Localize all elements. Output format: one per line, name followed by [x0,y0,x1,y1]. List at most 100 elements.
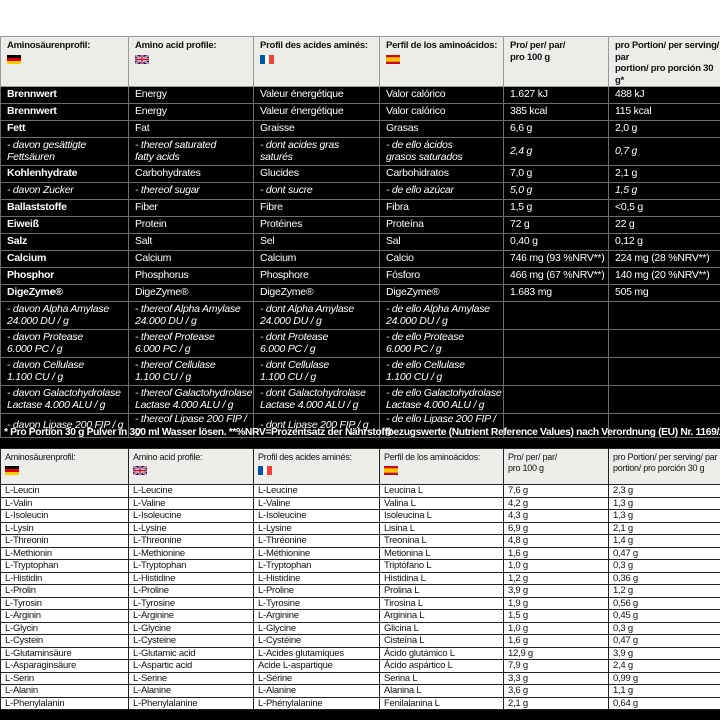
cell: Phosphore [253,267,380,285]
table-row: L-Valin L-Valine L-Valine Valina L 4,2 g 1,3 … [0,496,720,510]
row-label: L-Glycin [0,621,129,635]
cell: L-Phenylalanine [128,696,254,710]
cell: 3,9 g [503,584,609,598]
cell: 1,3 g [608,496,720,510]
cell: 1,9 g [503,596,609,610]
header-cell: pro Portion/ per serving/ par portion/ p… [608,448,720,485]
cell [608,301,720,330]
header-text: pro Portion/ per serving/ par portion/ p… [613,452,718,473]
header-text: Perfil de los aminoácidos: [386,40,498,51]
table-row: - davon Zucker - thereof sugar - dont sucr… [0,182,720,200]
cell: L-Leucine [253,484,380,498]
cell: Salt [128,233,254,251]
header-text: Amino acid profile: [133,452,203,462]
cell: 1,3 g [608,509,720,523]
cell: - thereof sugar [128,182,254,200]
header-text: Aminosäurenprofil: [5,452,76,462]
cell: 0,40 g [503,233,609,251]
cell: 2,3 g [608,484,720,498]
cell: Serina L [379,671,504,685]
row-label: L-Isoleucin [0,509,129,523]
cell: Valor calórico [379,86,504,104]
header-cell: pro Portion/ per serving/ par portion/ p… [608,36,720,87]
cell: 0,47 g [608,546,720,560]
table-row: L-Leucin L-Leucine L-Leucine Leucina L 7,6 g… [0,484,720,498]
cell: Protéines [253,216,380,234]
header-text: Aminosäurenprofil: [7,40,91,51]
cell: - de ello Cellulase 1.100 CU / g [379,357,504,386]
row-label: L-Alanin [0,684,129,698]
cell: Ácido glutámico L [379,646,504,660]
cell: Acide L-aspartique [253,659,380,673]
cell: - thereof saturated fatty acids [128,137,254,166]
cell: L-Histidine [128,571,254,585]
cell: L-Isoleucine [253,509,380,523]
cell: 746 mg (93 %NRV**) [503,250,609,268]
row-label: Fett [0,120,129,138]
cell [608,357,720,386]
cell: 0,47 g [608,634,720,648]
cell: 7,9 g [503,659,609,673]
cell: Fenilalanina L [379,696,504,710]
cell: L-Proline [253,584,380,598]
table-row: L-Isoleucin L-Isoleucine L-Isoleucine Isole… [0,509,720,523]
row-label: L-Threonin [0,534,129,548]
header-cell: Profil des acides aminés: [253,36,380,87]
cell [503,413,609,438]
cell: L-Tyrosine [128,596,254,610]
cell: L-Glutamic acid [128,646,254,660]
cell: L-Lysine [253,521,380,535]
table-row: - davon Cellulase 1.100 CU / g- thereof … [0,357,720,386]
cell: 0,3 g [608,621,720,635]
cell: 115 kcal [608,103,720,121]
cell: 1,2 g [608,584,720,598]
cell: - de ello azúcar [379,182,504,200]
flag-es [384,466,398,475]
cell: L-Proline [128,584,254,598]
flag-uk [133,466,147,475]
cell: Arginina L [379,609,504,623]
cell: Grasas [379,120,504,138]
header-text: Profil des acides aminés: [260,40,368,51]
cell: 1,1 g [608,684,720,698]
cell: 1,4 g [608,534,720,548]
table-row: Phosphor Phosphorus Phosphore Fósforo 466 mg… [0,267,720,285]
table-row: - davon Alpha Amylase 24.000 DU / g- the… [0,301,720,330]
cell [503,385,609,414]
cell: Sal [379,233,504,251]
header-row: Aminosäurenprofil: Amino acid profile: Pro… [0,36,720,87]
cell: Calcium [128,250,254,268]
cell: 385 kcal [503,103,609,121]
cell: 0,3 g [608,559,720,573]
row-label: L-Leucin [0,484,129,498]
table-row: L-Tryptophan L-Tryptophan L-Tryptophan Trip… [0,559,720,573]
cell: L-Lysine [128,521,254,535]
cell: 4,3 g [503,509,609,523]
row-label: Kohlenhydrate [0,165,129,183]
cell: L-Threonine [128,534,254,548]
row-label: - davon Zucker [0,182,129,200]
cell: - dont Alpha Amylase 24.000 DU / g [253,301,380,330]
cell: 1.683 mg [503,284,609,302]
cell: L-Arginine [128,609,254,623]
row-label: - davon Cellulase 1.100 CU / g [0,357,129,386]
row-label: L-Valin [0,496,129,510]
cell: L-Aspartic acid [128,659,254,673]
cell: Metionina L [379,546,504,560]
cell: 1,5 g [503,199,609,217]
cell: 140 mg (20 %NRV**) [608,267,720,285]
row-label: - davon Protease 6.000 PC / g [0,329,129,358]
cell: Phosphorus [128,267,254,285]
cell: Lisina L [379,521,504,535]
cell: - dont Cellulase 1.100 CU / g [253,357,380,386]
cell: - dont sucre [253,182,380,200]
cell: - thereof Protease 6.000 PC / g [128,329,254,358]
header-cell: Profil des acides aminés: [253,448,380,485]
row-label: - davon Alpha Amylase 24.000 DU / g [0,301,129,330]
row-label: Eiweiß [0,216,129,234]
cell: - dont Lipase 200 FIP / g [253,413,380,438]
cell: L-Alanine [128,684,254,698]
cell: L-Tryptophan [253,559,380,573]
cell: Fibre [253,199,380,217]
cell: L-Valine [253,496,380,510]
